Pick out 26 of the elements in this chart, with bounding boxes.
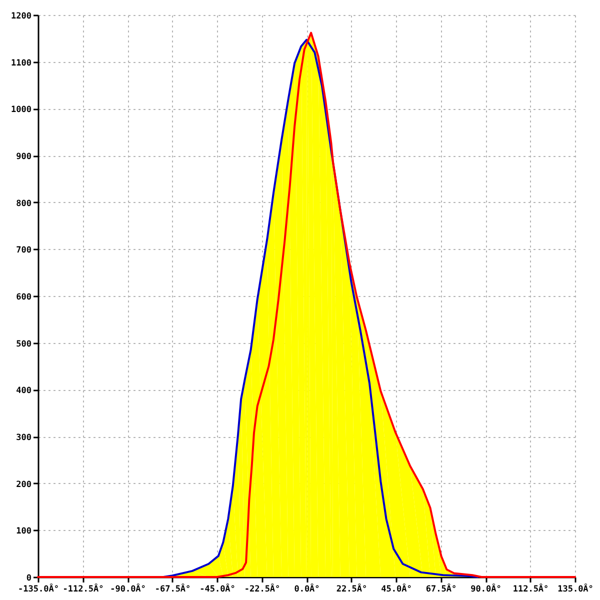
y-tick-label: 700: [16, 246, 32, 256]
x-tick-label: 135.0Â°: [558, 584, 594, 594]
y-tick-label: 800: [16, 198, 32, 209]
x-tick-label: -22.5Â°: [244, 584, 280, 594]
x-tick-label: -45.0Â°: [200, 584, 236, 594]
x-tick-label: -135.0Â°: [18, 584, 59, 594]
x-tick-label: 90.0Â°: [470, 584, 502, 594]
y-tick-label: 1200: [11, 12, 32, 22]
x-tick-label: -112.5Â°: [62, 584, 104, 594]
x-tick-label: 45.0Â°: [381, 584, 412, 594]
y-tick-label: 100: [16, 526, 32, 537]
y-tick-label: 900: [16, 152, 32, 162]
y-tick-label: 400: [16, 386, 32, 396]
x-tick-label: 0.0Â°: [294, 584, 320, 594]
y-tick-label: 1000: [11, 105, 32, 116]
x-tick-label: -67.5Â°: [154, 584, 191, 594]
y-tick-label: 1100: [11, 58, 32, 68]
y-tick-label: 500: [16, 339, 32, 350]
x-tick-label: 67.5Â°: [426, 584, 457, 594]
x-tick-label: -90.0Â°: [110, 584, 146, 594]
y-tick-label: 300: [16, 433, 32, 443]
y-tick-label: 200: [16, 480, 32, 490]
y-tick-label: 600: [16, 292, 32, 302]
x-tick-label: 22.5Â°: [336, 584, 368, 594]
y-tick-label: 0: [26, 574, 32, 584]
x-tick-label: 112.5Â°: [512, 584, 549, 594]
